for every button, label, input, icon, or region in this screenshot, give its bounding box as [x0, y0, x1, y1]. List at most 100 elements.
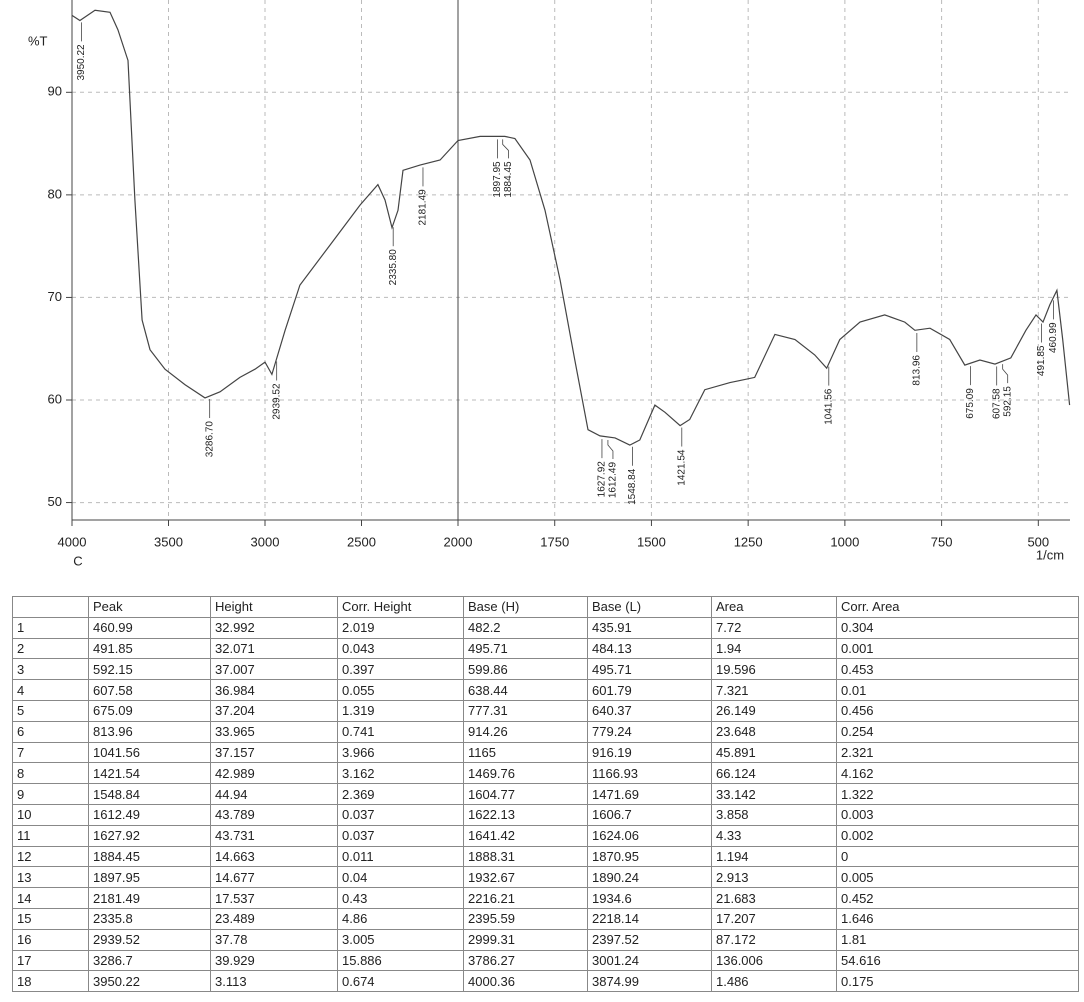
x-tick-label: 1250 [734, 534, 763, 549]
table-cell: 0.175 [836, 970, 1079, 993]
table-cell: 1165 [463, 741, 588, 764]
table-cell: 1166.93 [587, 762, 712, 785]
table-cell: 1.194 [711, 845, 837, 868]
table-cell: 2397.52 [587, 928, 712, 951]
table-cell: 15 [12, 907, 89, 930]
table-cell: 4.33 [711, 824, 837, 847]
table-cell: 7 [12, 741, 89, 764]
table-cell: 26.149 [711, 699, 837, 722]
table-cell: 2999.31 [463, 928, 588, 951]
table-cell: 37.007 [210, 658, 338, 681]
table-cell: 3 [12, 658, 89, 681]
table-cell: 0.456 [836, 699, 1079, 722]
table-cell: 7.72 [711, 616, 837, 639]
peak-label: 3286.70 [204, 421, 215, 458]
table-cell: 43.789 [210, 803, 338, 826]
header-cell: Base (L) [587, 596, 712, 618]
x-tick-label: 1500 [637, 534, 666, 549]
peak-label: 2335.80 [388, 249, 399, 286]
table-cell: 9 [12, 783, 89, 805]
table-cell: 2.321 [836, 741, 1079, 764]
x-tick-label: 750 [931, 534, 953, 549]
y-tick-label: 50 [48, 494, 62, 509]
table-cell: 21.683 [711, 887, 837, 909]
peak-label: 491.85 [1036, 345, 1047, 376]
chart: %T 1/cm C 50 60 70 80 90 4000 3500 3000 2500 2000… [28, 0, 1071, 568]
table-cell: 4000.36 [463, 970, 588, 993]
header-cell: Height [210, 596, 338, 618]
x-tick-label: 3000 [251, 534, 280, 549]
table-cell: 3.966 [337, 741, 464, 764]
peak-label: 1897.95 [492, 161, 503, 198]
x-tick-label: 500 [1027, 534, 1049, 549]
table-cell: 39.929 [210, 949, 338, 972]
table-row: 16 2939.52 37.78 3.005 2999.31 2397.52 87.172 1… [12, 928, 1079, 951]
table-cell: 3.162 [337, 762, 464, 785]
table-cell: 1612.49 [88, 803, 211, 826]
header-row: Peak Height Corr. Height Base (H) Base (L) Ar… [12, 596, 1079, 618]
table-row: 1 460.99 32.992 2.019 482.2 435.91 7.72 0.304 [12, 616, 1079, 639]
table-cell: 33.965 [210, 720, 338, 743]
table-cell: 33.142 [711, 783, 837, 805]
table-cell: 599.86 [463, 658, 588, 681]
table-cell: 491.85 [88, 637, 211, 660]
y-tick-label: 80 [48, 186, 62, 201]
table-cell: 0.055 [337, 679, 464, 701]
table-cell: 640.37 [587, 699, 712, 722]
peak-label: 592.15 [1002, 386, 1013, 417]
table-row: 11 1627.92 43.731 0.037 1641.42 1624.06 4.33 0.… [12, 824, 1079, 847]
table-cell: 1627.92 [88, 824, 211, 847]
table-cell: 1870.95 [587, 845, 712, 868]
header-cell: Corr. Height [337, 596, 464, 618]
table-cell: 1.94 [711, 637, 837, 660]
table-cell: 2216.21 [463, 887, 588, 909]
table-cell: 1897.95 [88, 866, 211, 889]
table-row: 10 1612.49 43.789 0.037 1622.13 1606.7 3.858 0.… [12, 803, 1079, 826]
x-axis-note: C [73, 553, 82, 568]
table-cell: 3.858 [711, 803, 837, 826]
table-cell: 592.15 [88, 658, 211, 681]
table-cell: 777.31 [463, 699, 588, 722]
table-cell: 3874.99 [587, 970, 712, 993]
table-cell: 0.741 [337, 720, 464, 743]
table-cell: 2181.49 [88, 887, 211, 909]
table-cell: 813.96 [88, 720, 211, 743]
peak-label: 3950.22 [76, 44, 87, 81]
table-cell: 1604.77 [463, 783, 588, 805]
table-cell: 1469.76 [463, 762, 588, 785]
table-cell: 1934.6 [587, 887, 712, 909]
table-cell: 2939.52 [88, 928, 211, 951]
table-cell: 607.58 [88, 679, 211, 701]
table-cell: 4.162 [836, 762, 1079, 785]
table-cell: 3950.22 [88, 970, 211, 993]
table-cell: 36.984 [210, 679, 338, 701]
table-cell: 2218.14 [587, 907, 712, 930]
table-row: 8 1421.54 42.989 3.162 1469.76 1166.93 66.124 4… [12, 762, 1079, 785]
table-cell: 0.01 [836, 679, 1079, 701]
table-cell: 2.019 [337, 616, 464, 639]
table-cell: 18 [12, 970, 89, 993]
table-cell: 0.001 [836, 637, 1079, 660]
peak-label: 2939.52 [271, 383, 282, 420]
table-cell: 17.537 [210, 887, 338, 909]
table-cell: 136.006 [711, 949, 837, 972]
table-cell: 5 [12, 699, 89, 722]
table-cell: 0.002 [836, 824, 1079, 847]
table-cell: 779.24 [587, 720, 712, 743]
table-cell: 0.674 [337, 970, 464, 993]
table-cell: 3786.27 [463, 949, 588, 972]
table-cell: 495.71 [587, 658, 712, 681]
table-cell: 37.157 [210, 741, 338, 764]
header-cell: Corr. Area [836, 596, 1079, 618]
table-cell: 0.037 [337, 824, 464, 847]
table-cell: 0.003 [836, 803, 1079, 826]
table-cell: 2.913 [711, 866, 837, 889]
table-cell: 1.319 [337, 699, 464, 722]
table-cell: 45.891 [711, 741, 837, 764]
peak-label: 1421.54 [676, 449, 687, 486]
table-cell: 1041.56 [88, 741, 211, 764]
table-cell: 14 [12, 887, 89, 909]
table-cell: 1421.54 [88, 762, 211, 785]
table-cell: 0 [836, 845, 1079, 868]
table-cell: 37.204 [210, 699, 338, 722]
